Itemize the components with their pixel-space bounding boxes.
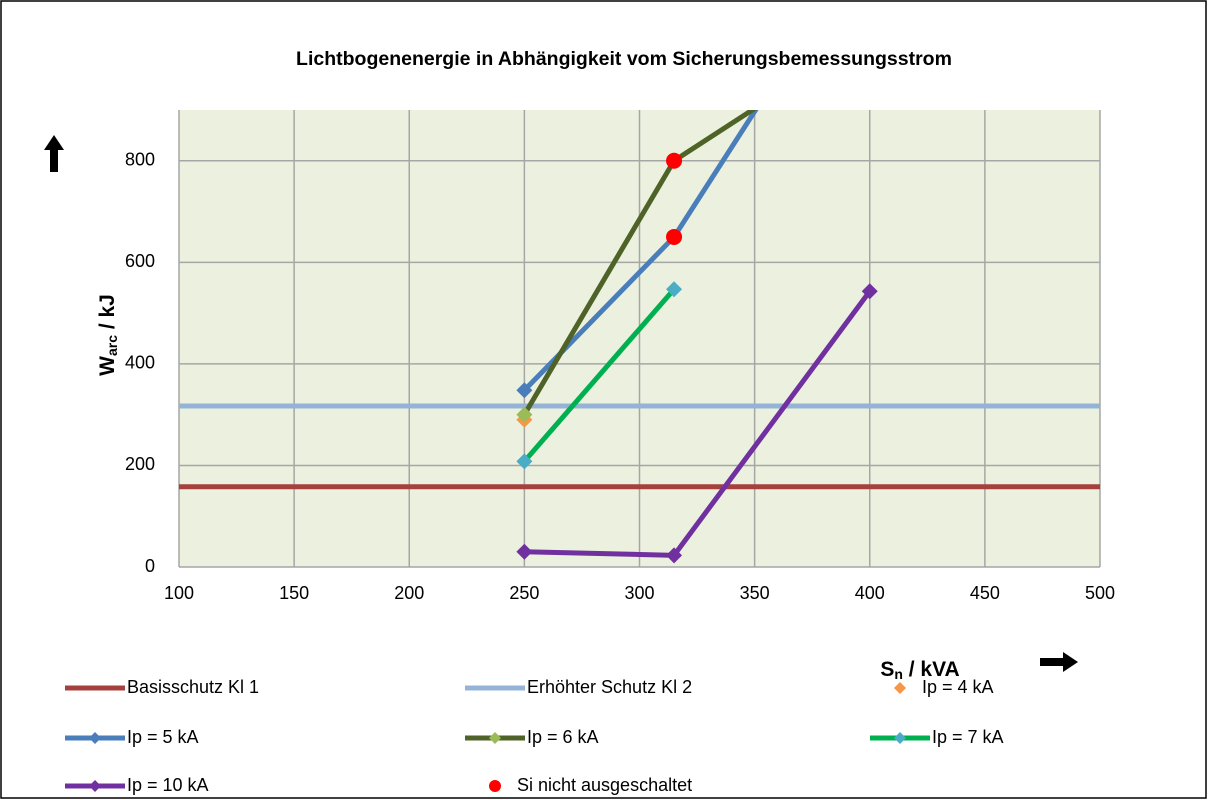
x-tick-label: 400 bbox=[855, 583, 885, 603]
diamond-marker bbox=[89, 780, 101, 792]
legend-label: Ip = 10 kA bbox=[127, 775, 209, 795]
y-tick-label: 400 bbox=[125, 353, 155, 373]
x-tick-label: 500 bbox=[1085, 583, 1115, 603]
y-tick-label: 200 bbox=[125, 454, 155, 474]
y-tick-label: 600 bbox=[125, 251, 155, 271]
series-line bbox=[522, 287, 676, 464]
diamond-marker bbox=[666, 281, 683, 298]
legend-label: Basisschutz Kl 1 bbox=[127, 677, 259, 697]
x-axis-label: Sn / kVA bbox=[880, 658, 959, 682]
x-arrow bbox=[1040, 652, 1078, 672]
x-tick-label: 250 bbox=[509, 583, 539, 603]
x-tick-label: 200 bbox=[394, 583, 424, 603]
x-tick-label: 100 bbox=[164, 583, 194, 603]
diamond-marker bbox=[894, 682, 906, 694]
circle-marker bbox=[489, 780, 501, 792]
diamond-marker bbox=[516, 406, 533, 423]
legend-label: Ip = 4 kA bbox=[922, 677, 994, 697]
y-arrow bbox=[44, 135, 64, 172]
diamond-marker bbox=[516, 453, 533, 470]
diamond-marker bbox=[89, 732, 101, 744]
diamond-marker bbox=[516, 543, 533, 560]
legend-label: Ip = 6 kA bbox=[527, 727, 599, 747]
legend-label: Ip = 7 kA bbox=[932, 727, 1004, 747]
circle-marker bbox=[666, 228, 683, 245]
y-tick-label: 0 bbox=[145, 556, 155, 576]
x-tick-label: 450 bbox=[970, 583, 1000, 603]
diamond-marker bbox=[666, 547, 683, 564]
y-axis-label: Warc / kJ bbox=[96, 294, 120, 376]
y-tick-label: 800 bbox=[125, 150, 155, 170]
x-tick-label: 150 bbox=[279, 583, 309, 603]
circle-marker bbox=[666, 152, 683, 169]
diamond-marker bbox=[489, 732, 501, 744]
legend-label: Ip = 5 kA bbox=[127, 727, 199, 747]
diamond-marker bbox=[861, 283, 878, 300]
diamond-marker bbox=[516, 382, 533, 399]
legend-label: Erhöhter Schutz Kl 2 bbox=[527, 677, 692, 697]
diamond-marker bbox=[894, 732, 906, 744]
x-tick-label: 350 bbox=[740, 583, 770, 603]
legend-label: Si nicht ausgeschaltet bbox=[517, 775, 692, 795]
x-tick-label: 300 bbox=[624, 583, 654, 603]
chart-title: Lichtbogenenergie in Abhängigkeit vom Si… bbox=[296, 48, 952, 70]
